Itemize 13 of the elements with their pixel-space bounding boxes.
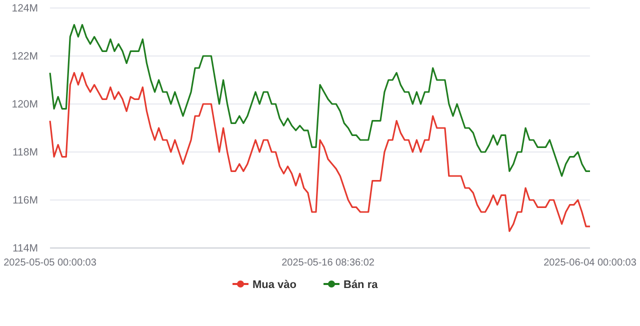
legend-label: Mua vào [252,278,297,291]
y-tick-label: 120M [12,98,38,111]
legend-label: Bán ra [344,278,379,291]
line-series [49,24,591,177]
x-tick-label: 2025-06-04 00:00:03 [544,258,637,268]
y-tick-label: 124M [12,2,38,15]
y-tick-label: 116M [12,194,38,207]
y-tick-label: 114M [12,242,38,255]
y-tick-label: 122M [12,50,38,63]
x-tick-label: 2025-05-16 08:36:02 [282,258,375,268]
x-tick-label: 2025-05-05 00:00:03 [4,258,97,268]
line-series [49,72,591,232]
y-tick-label: 118M [12,146,38,159]
